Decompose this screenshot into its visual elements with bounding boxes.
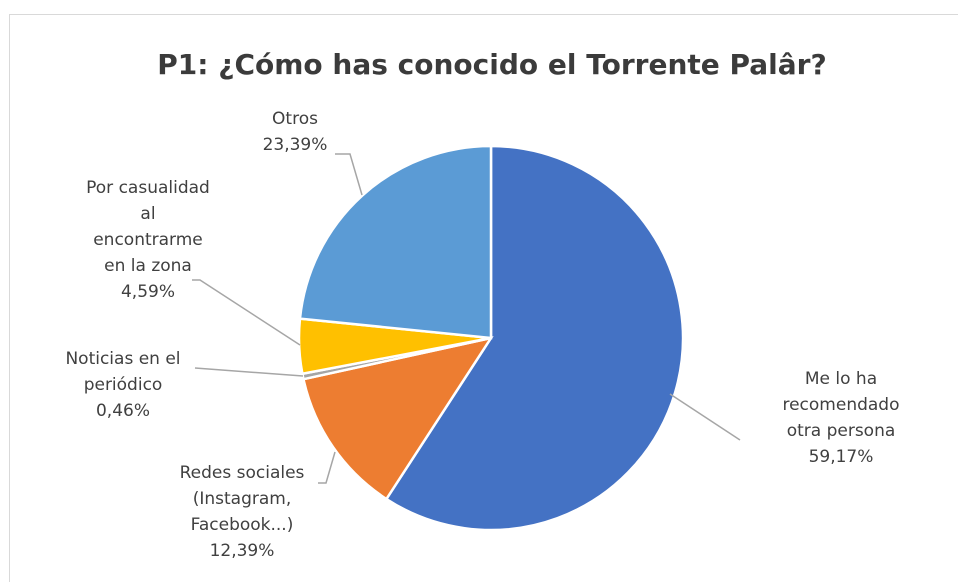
leader-line-1 bbox=[318, 451, 336, 484]
pie-slices bbox=[297, 144, 685, 532]
pie-slice-4 bbox=[298, 144, 493, 340]
data-label-line: Me lo ha bbox=[805, 369, 877, 389]
data-label-line: periódico bbox=[84, 375, 163, 395]
data-label-line: encontrarme bbox=[93, 230, 203, 250]
data-label-line: Facebook...) bbox=[191, 515, 294, 535]
leader-line-3 bbox=[192, 279, 301, 346]
pie-slice-0 bbox=[384, 144, 685, 532]
chart-frame bbox=[9, 14, 958, 582]
data-label-0: Me lo ha recomendado otra persona 59,17% bbox=[782, 369, 899, 467]
data-label-value: 12,39% bbox=[210, 541, 275, 561]
data-label-line: recomendado bbox=[782, 395, 899, 415]
data-label-line: en la zona bbox=[104, 256, 192, 276]
leader-line-2 bbox=[194, 367, 304, 377]
data-label-value: 0,46% bbox=[96, 401, 150, 421]
leader-line-0 bbox=[669, 393, 741, 441]
pie-slice-1 bbox=[301, 336, 494, 501]
data-label-4: Otros 23,39% bbox=[263, 109, 328, 155]
data-label-value: 4,59% bbox=[121, 282, 175, 302]
data-label-line: Noticias en el bbox=[65, 349, 180, 369]
data-label-2: Noticias en el periódico 0,46% bbox=[65, 349, 180, 421]
data-label-value: 59,17% bbox=[809, 447, 874, 467]
data-label-line: (Instagram, bbox=[193, 489, 292, 509]
leader-line-4 bbox=[335, 153, 363, 196]
data-label-line: otra persona bbox=[787, 421, 896, 441]
data-label-value: 23,39% bbox=[263, 135, 328, 155]
data-label-1: Redes sociales (Instagram, Facebook...) 12,… bbox=[180, 463, 305, 561]
data-label-line: Redes sociales bbox=[180, 463, 305, 483]
data-label-line: Otros bbox=[272, 109, 318, 129]
data-labels: Me lo ha recomendado otra persona 59,17% Red… bbox=[65, 109, 899, 561]
chart-title: P1: ¿Cómo has conocido el Torrente Palâr… bbox=[157, 48, 826, 81]
data-label-line: al bbox=[140, 204, 155, 224]
leader-lines bbox=[192, 153, 741, 484]
data-label-3: Por casualidad al encontrarme en la zona 4,5… bbox=[86, 178, 210, 302]
data-label-line: Por casualidad bbox=[86, 178, 210, 198]
